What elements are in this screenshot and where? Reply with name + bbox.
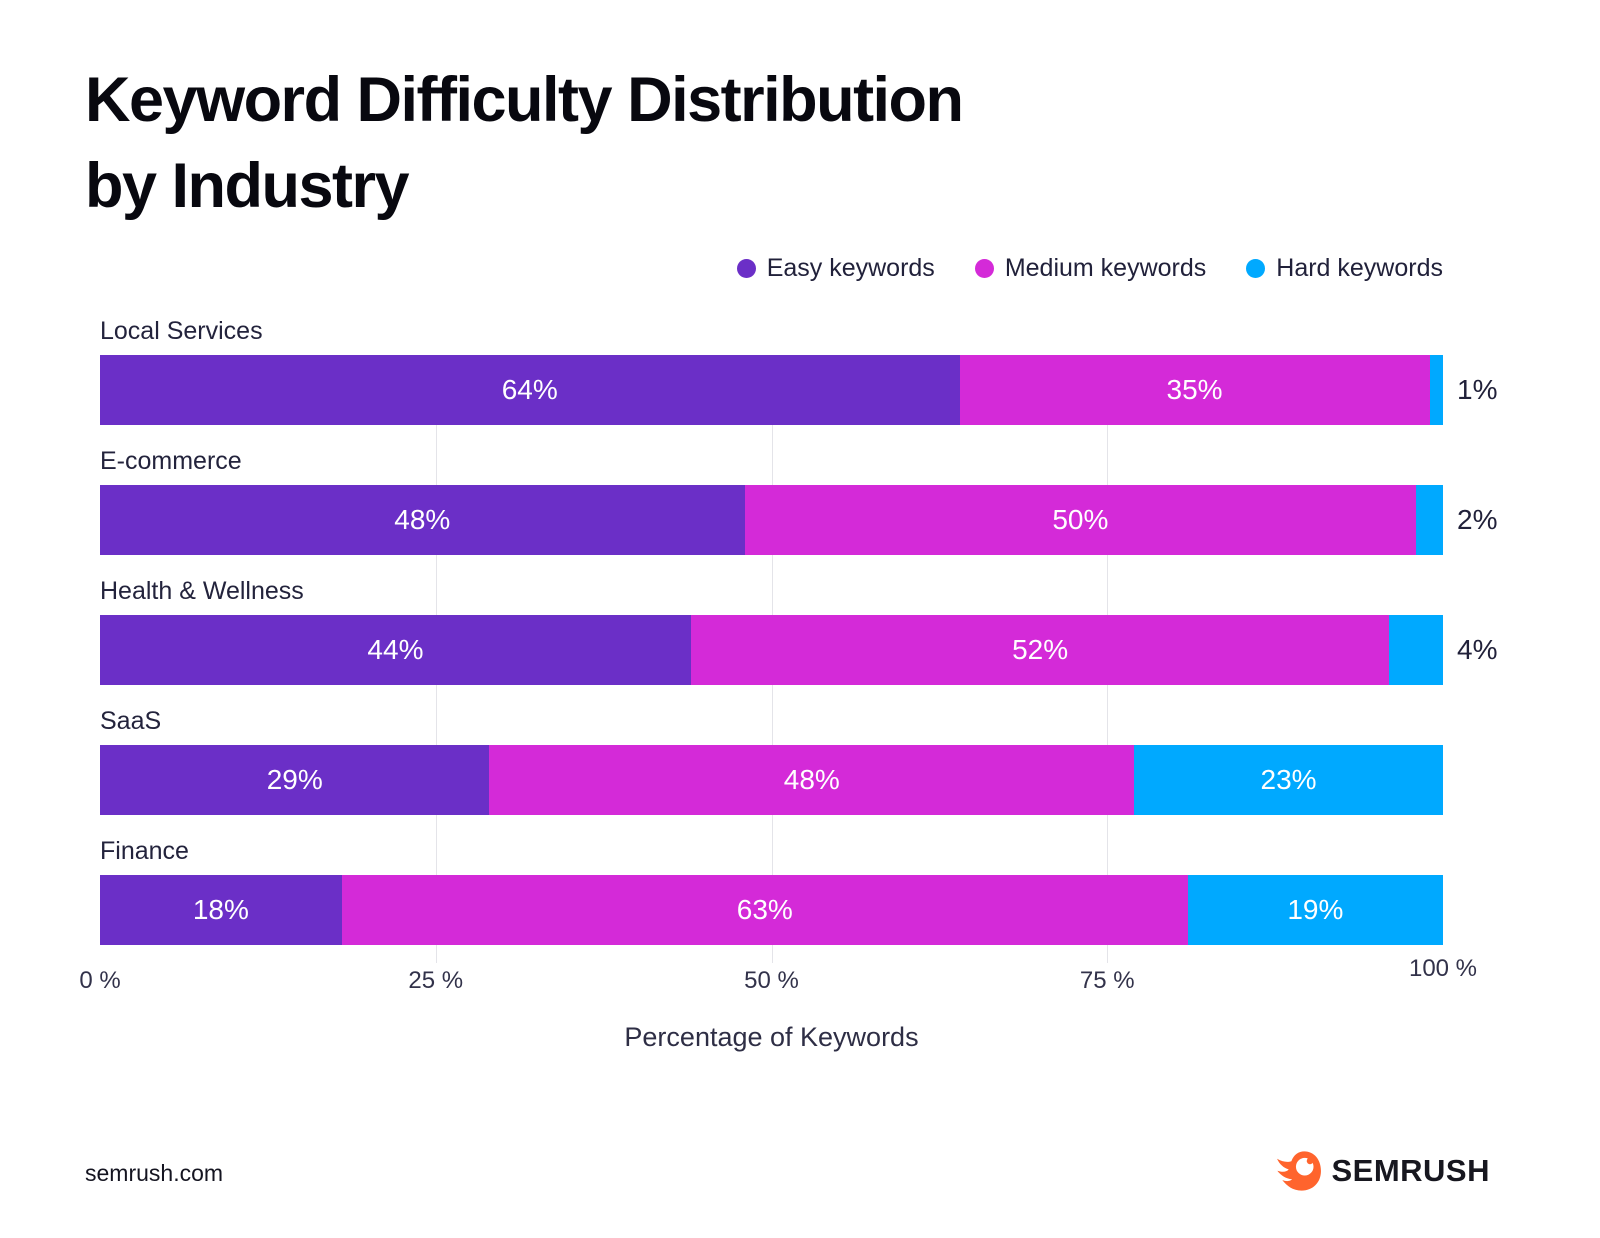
segment-value-label: 48% xyxy=(394,504,451,535)
segment-value-label: 50% xyxy=(1052,504,1109,535)
chart-row: E-commerce 48% 50% 2% xyxy=(100,445,1497,555)
segment-value-label: 63% xyxy=(736,894,793,925)
page-title-line1: Keyword Difficulty Distribution xyxy=(85,65,964,135)
legend-label: Easy keywords xyxy=(766,254,935,282)
x-axis-title: Percentage of Keywords xyxy=(624,1022,919,1052)
category-label: Health & Wellness xyxy=(100,577,304,605)
legend-label: Medium keywords xyxy=(1004,254,1207,282)
bar-segment: 63% xyxy=(341,875,1188,945)
legend-dot-icon xyxy=(736,259,756,278)
chart-rows: Local Services 64% 35% 1% E-commerce 48% 50% 2%… xyxy=(100,315,1497,945)
segment-value-label: 23% xyxy=(1260,764,1317,795)
bar-segment: 64% xyxy=(100,355,960,425)
chart-row: SaaS 29% 48% 23% xyxy=(100,705,1443,815)
segment-value-label: 35% xyxy=(1166,374,1223,405)
legend-item: Medium keywords xyxy=(974,254,1207,283)
legend-dot-icon xyxy=(1246,259,1266,278)
stacked-bar: 64% 35% 1% xyxy=(100,355,1497,425)
x-axis-tick: 50 % xyxy=(744,967,799,994)
segment-value-label: 2% xyxy=(1457,504,1498,535)
x-axis-tick: 25 % xyxy=(408,967,464,994)
legend-label: Hard keywords xyxy=(1276,254,1443,282)
bar-segment: 19% xyxy=(1187,875,1443,945)
bar-segment: 48% xyxy=(489,745,1135,815)
legend-item: Hard keywords xyxy=(1246,254,1443,283)
segment-value-label: 52% xyxy=(1012,634,1069,665)
segment-value-label: 29% xyxy=(266,764,323,795)
page-title-line2: by Industry xyxy=(85,150,410,221)
segment-value-label: 64% xyxy=(501,374,558,405)
stacked-bar: 18% 63% 19% xyxy=(100,875,1443,945)
chart-row: Health & Wellness 44% 52% 4% xyxy=(100,575,1497,685)
bar-segment: 35% xyxy=(959,355,1430,425)
segment-value-label: 1% xyxy=(1457,374,1498,405)
stacked-bar: 44% 52% 4% xyxy=(100,615,1497,685)
legend-item: Easy keywords xyxy=(736,254,935,283)
segment-value-label: 19% xyxy=(1287,894,1344,925)
category-label: Local Services xyxy=(100,317,263,345)
chart-legend: Easy keywords Medium keywords Hard keyword… xyxy=(736,254,1443,283)
bar-segment: 44% xyxy=(100,615,691,685)
stacked-bar: 29% 48% 23% xyxy=(100,745,1443,815)
semrush-logo-text: SEMRUSH xyxy=(1331,1153,1490,1188)
category-label: SaaS xyxy=(100,707,162,735)
category-label: E-commerce xyxy=(100,447,242,475)
bar-segment: 18% xyxy=(100,875,342,945)
segment-value-label: 18% xyxy=(192,894,249,925)
stacked-bar: 48% 50% 2% xyxy=(100,485,1497,555)
semrush-logo: SEMRUSH xyxy=(1276,1150,1490,1192)
bar-segment: 52% xyxy=(690,615,1390,685)
chart-row: Local Services 64% 35% 1% xyxy=(100,315,1497,425)
x-axis-tick: 100 % xyxy=(1408,955,1478,982)
source-url: semrush.com xyxy=(85,1160,224,1186)
bar-segment xyxy=(1389,615,1443,685)
bar-segment: 48% xyxy=(100,485,745,555)
chart-row: Finance 18% 63% 19% xyxy=(100,835,1443,945)
x-axis-tick: 75 % xyxy=(1079,967,1135,994)
segment-value-label: 4% xyxy=(1457,634,1498,665)
stacked-bar-chart: Local Services 64% 35% 1% E-commerce 48% 50% 2%… xyxy=(79,315,1497,1001)
bar-segment: 23% xyxy=(1134,745,1443,815)
legend-dot-icon xyxy=(974,259,994,278)
x-axis-ticks: 0 % 25 % 50 % 75 % 100 % xyxy=(79,955,1477,1001)
bar-segment xyxy=(1429,355,1443,425)
category-label: Finance xyxy=(100,837,189,865)
segment-value-label: 48% xyxy=(783,764,840,795)
bar-segment: 50% xyxy=(744,485,1417,555)
page-title: Keyword Difficulty Distribution by Indus… xyxy=(85,58,964,229)
semrush-flame-icon xyxy=(1276,1150,1322,1192)
x-axis-tick: 0 % xyxy=(79,967,121,994)
segment-value-label: 44% xyxy=(367,634,424,665)
bar-segment xyxy=(1416,485,1443,555)
bar-segment: 29% xyxy=(100,745,490,815)
